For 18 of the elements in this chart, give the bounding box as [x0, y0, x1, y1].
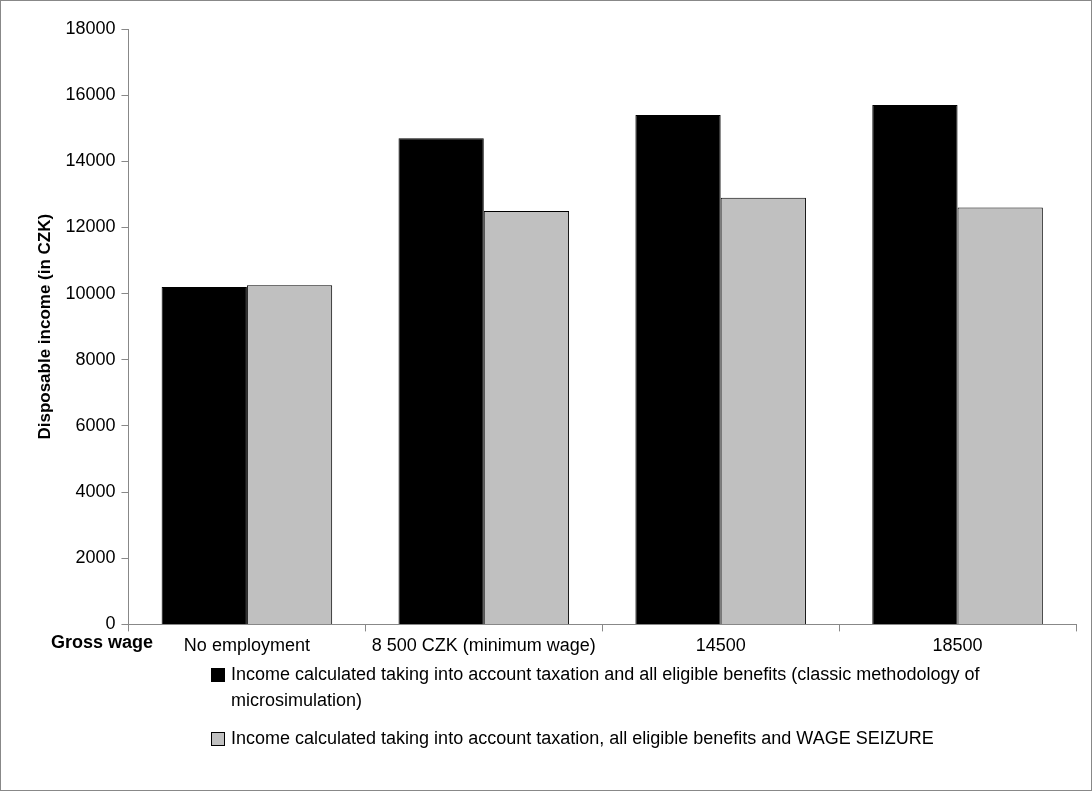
- legend-label: Income calculated taking into account taxation, all eligible benefits and WAGE SEIZURE: [231, 727, 934, 750]
- y-tick-label: 16000: [65, 84, 116, 105]
- y-tick-label: 12000: [65, 216, 116, 237]
- y-tick-label: 8000: [75, 348, 116, 369]
- x-axis-title: Gross wage: [51, 632, 154, 653]
- y-tick-label: 10000: [65, 282, 116, 303]
- y-axis-title: Disposable income (in CZK): [34, 213, 54, 440]
- y-tick-label: 6000: [75, 414, 116, 435]
- y-tick-label: 14000: [65, 150, 116, 171]
- y-tick-label: 0: [105, 613, 116, 634]
- y-tick-label: 2000: [75, 547, 116, 568]
- x-tick-label: 18500: [932, 635, 983, 656]
- y-tick-label: 18000: [65, 17, 116, 38]
- x-tick-label: No employment: [183, 635, 310, 656]
- x-tick-label: 14500: [695, 635, 746, 656]
- y-tick-label: 4000: [75, 481, 116, 502]
- x-tick-label: 8 500 CZK (minimum wage): [371, 635, 596, 656]
- legend-label: Income calculated taking into account taxation and all eligible benefits (classic methodology of microsimulation): [231, 663, 981, 712]
